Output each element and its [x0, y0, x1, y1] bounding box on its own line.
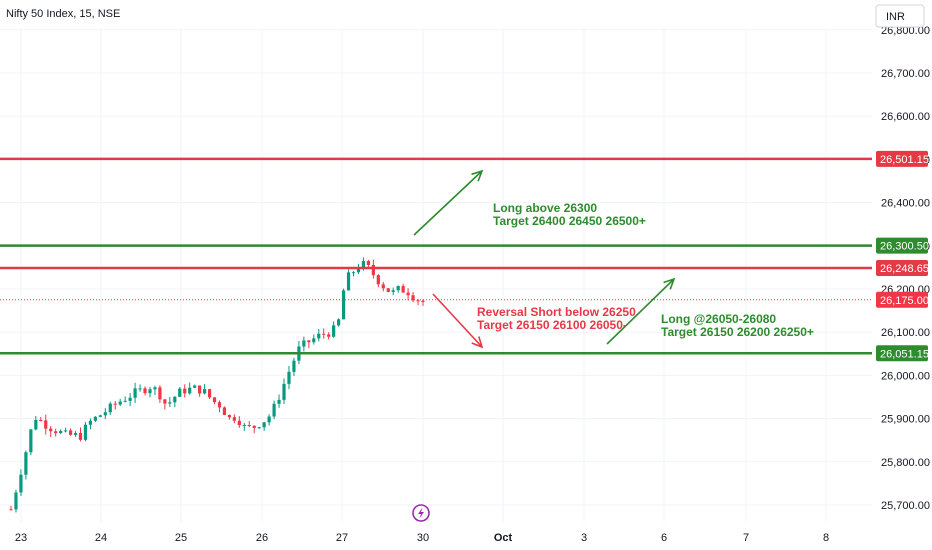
candle [84, 422, 87, 441]
candle [342, 288, 345, 319]
x-tick-label: 7 [743, 532, 749, 544]
x-tick-label: 8 [823, 532, 829, 544]
y-tick-label: 26,700.00 [881, 68, 930, 80]
price-tag: 26,248.65 [876, 260, 929, 276]
annotation-line1: Long above 26300 [493, 201, 597, 215]
annotation-line2: Target 26400 26450 26500+ [493, 214, 646, 228]
candle [337, 318, 340, 326]
last-price-tag: 26,175.00 [876, 292, 929, 308]
y-tick-label: 25,800.00 [881, 457, 930, 469]
x-tick-label: 3 [581, 532, 587, 544]
x-tick-label: 30 [417, 532, 429, 544]
x-tick-label: 26 [256, 532, 268, 544]
y-tick-label: 26,400.00 [881, 198, 930, 210]
y-tick-label: 25,700.00 [881, 500, 930, 512]
price-tag-label: 26,300.50 [880, 241, 929, 253]
y-tick-label: 26,600.00 [881, 111, 930, 123]
price-tag: 26,300.50 [876, 238, 929, 254]
x-tick-label: 25 [175, 532, 187, 544]
y-tick-label: 26,100.00 [881, 327, 930, 339]
last-price-label: 26,175.00 [880, 295, 929, 307]
candle [29, 429, 32, 455]
price-tag: 26,501.15 [876, 151, 929, 167]
currency-label: INR [886, 11, 905, 23]
candle [387, 288, 390, 292]
y-tick-label: 26,000.00 [881, 370, 930, 382]
annotation-line2: Target 26150 26200 26250+ [661, 325, 814, 339]
price-tag-label: 26,051.15 [880, 348, 929, 360]
price-tag-label: 26,501.15 [880, 154, 929, 166]
annotation-line2: Target 26150 26100 26050- [477, 318, 627, 332]
event-flash-icon[interactable] [413, 505, 429, 521]
x-axis-ticks: 23 24 25 26 27 30 Oct 3 6 7 8 [15, 532, 829, 544]
candle [223, 406, 226, 415]
price-tag: 26,051.15 [876, 345, 929, 361]
annotation-line1: Reversal Short below 26250 [477, 305, 636, 319]
y-tick-label: 25,900.00 [881, 414, 930, 426]
candle [347, 269, 350, 290]
currency-button[interactable]: INR [876, 5, 924, 27]
x-tick-label: Oct [494, 532, 513, 544]
plot-background [0, 0, 872, 522]
price-tag-label: 26,248.65 [880, 263, 929, 275]
candle [14, 490, 17, 513]
annotation-line1: Long @26050-26080 [661, 312, 776, 326]
x-tick-label: 6 [661, 532, 667, 544]
x-tick-label: 24 [95, 532, 107, 544]
x-tick-label: 23 [15, 532, 27, 544]
x-tick-label: 27 [336, 532, 348, 544]
chart-title: Nifty 50 Index, 15, NSE [6, 8, 120, 20]
